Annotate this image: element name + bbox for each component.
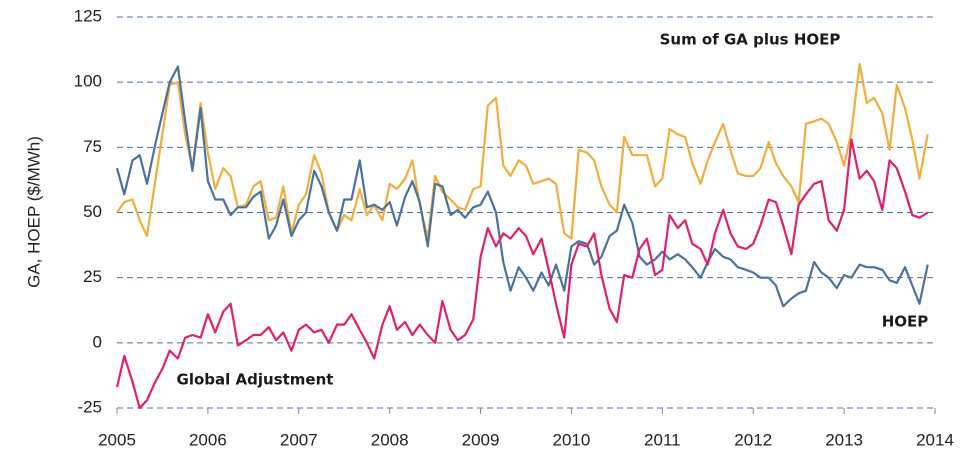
y-tick-label: 0 (93, 332, 102, 351)
x-tick-label: 2010 (553, 430, 591, 449)
series-label: HOEP (882, 313, 929, 331)
x-tick-label: 2011 (644, 430, 681, 449)
x-tick-label: 2006 (189, 430, 227, 449)
y-tick-label: 125 (74, 6, 102, 25)
x-tick-label: 2013 (825, 430, 863, 449)
y-axis-label: GA, HOEP ($/MWh) (24, 136, 43, 288)
y-tick-label: -25 (77, 397, 102, 416)
y-tick-label: 50 (83, 202, 102, 221)
series-line (115, 65, 929, 308)
x-tick-label: 2009 (462, 430, 500, 449)
x-tick-label: 2008 (371, 430, 409, 449)
series-label: Global Adjustment (177, 371, 334, 389)
x-tick-label: 2005 (98, 430, 136, 449)
y-tick-label: 100 (74, 72, 102, 91)
y-tick-label: 25 (83, 267, 102, 286)
x-tick-label: 2014 (916, 430, 954, 449)
y-tick-label: 75 (83, 137, 102, 156)
series-label: Sum of GA plus HOEP (660, 31, 841, 49)
x-tick-label: 2007 (280, 430, 318, 449)
series-line (116, 62, 929, 240)
series-line (115, 138, 929, 410)
x-tick-label: 2012 (734, 430, 772, 449)
